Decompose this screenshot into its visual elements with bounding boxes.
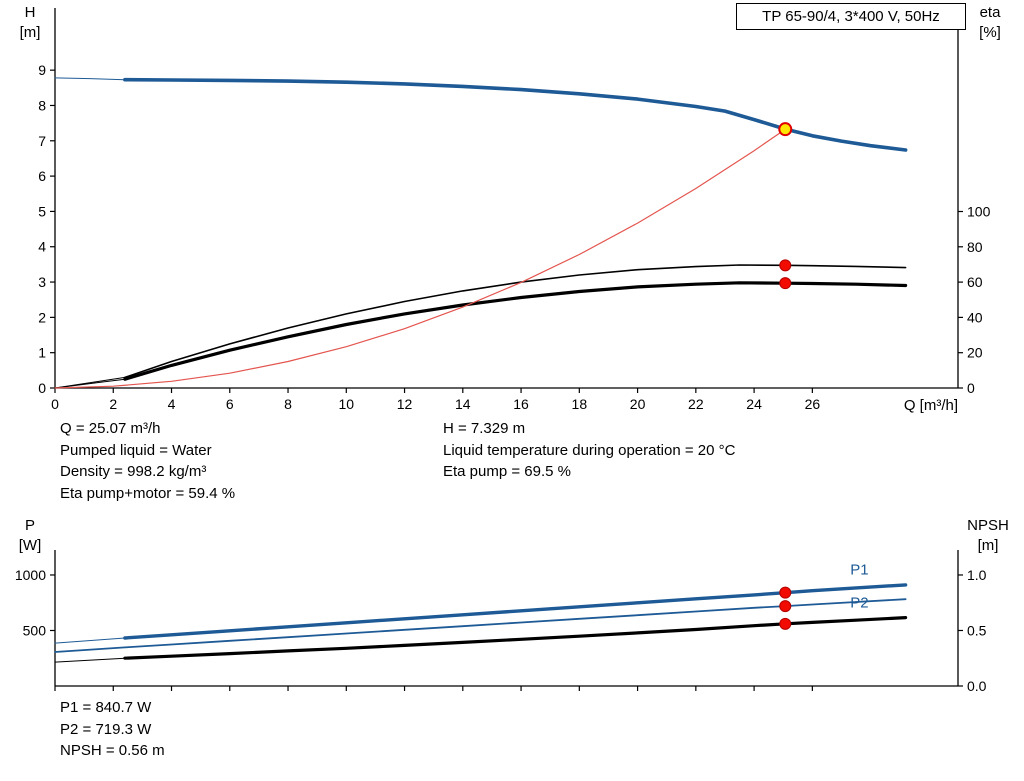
y-right-tick-label: 0 [967,380,975,396]
p2-value: P2 = 719.3 W [60,720,152,738]
eta-pump-value: Eta pump = 69.5 % [443,463,571,480]
x-tick-label: 12 [397,396,413,412]
hq-right-axis-title-unit: [%] [979,24,1001,41]
y-right-tick-label: 80 [967,239,983,255]
npsh-right-axis-title-symbol: NPSH [967,517,1009,534]
hq-left-axis-title-symbol: H [24,4,36,21]
operating-point-info-right: H = 7.329 m Liquid temperature during op… [443,420,735,485]
y-left-tick-label: 2 [38,309,46,325]
system-curve [54,128,786,389]
y-right-tick-label: 100 [967,204,991,220]
y-right-tick-label: 0.5 [967,622,987,638]
pump-title-box: TP 65-90/4, 3*400 V, 50Hz [736,3,966,30]
x-tick-label: 8 [284,396,292,412]
density-value: Density = 998.2 kg/m³ [60,463,207,480]
x-tick-label: 24 [746,396,762,412]
duty-point[interactable] [778,122,793,137]
p2-curve-label: P2 [850,595,868,612]
eta-pump-curve [124,264,907,379]
hq-x-axis-title: Q [m³/h] [903,397,958,414]
hq-right-axis-title-symbol: eta [979,4,1001,21]
x-tick-label: 16 [513,396,529,412]
npsh-point [779,617,792,630]
p1-point [779,586,792,599]
y-left-tick-label: 0 [38,380,46,396]
npsh-right-axis-title-unit: [m] [977,537,999,554]
y-left-tick-label: 1000 [15,567,46,583]
p1-curve-label: P1 [850,561,868,578]
p1-value: P1 = 840.7 W [60,699,152,716]
x-tick-label: 10 [339,396,355,412]
x-tick-label: 26 [805,396,821,412]
y-left-tick-label: 5 [38,203,46,219]
x-tick-label: 22 [688,396,704,412]
y-right-tick-label: 20 [967,345,983,361]
npsh-value: NPSH = 0.56 m [60,742,165,759]
y-left-tick-label: 4 [38,239,46,255]
eta-pump-point [779,259,792,272]
y-left-tick-label: 7 [38,133,46,149]
y-left-tick-label: 9 [38,62,46,78]
result-info: P1 = 840.7 W P2 = 719.3 W NPSH = 0.56 m [60,699,165,764]
y-left-tick-label: 6 [38,168,46,184]
y-right-tick-label: 40 [967,309,983,325]
y-left-tick-label: 1 [38,345,46,361]
y-left-tick-label: 3 [38,274,46,290]
x-tick-label: 18 [572,396,588,412]
head-curve [123,77,908,152]
liquid-temperature-value: Liquid temperature during operation = 20… [443,441,736,459]
npsh-curve [123,616,908,660]
power-left-axis-title-symbol: P [24,517,35,534]
y-right-tick-label: 0.0 [967,678,987,694]
y-right-tick-label: 60 [967,274,983,290]
eta-pump-motor-curve [123,281,908,381]
y-right-tick-label: 1.0 [967,567,987,583]
eta-pump-motor-point [779,277,792,290]
pumped-liquid-value: Pumped liquid = Water [60,441,212,459]
x-tick-label: 4 [168,396,176,412]
npsh-curve-lead [54,657,126,663]
power-left-axis-title-unit: [W] [18,537,42,554]
p1-curve [123,583,908,640]
eta-pump-motor-lead [54,378,126,389]
p2-point [779,600,792,613]
x-tick-label: 0 [51,396,59,412]
head-value: H = 7.329 m [443,420,526,437]
eta-pump-motor-value: Eta pump+motor = 59.4 % [60,484,236,502]
x-tick-label: 20 [630,396,646,412]
x-tick-label: 2 [109,396,117,412]
operating-point-info-left: Q = 25.07 m³/h Pumped liquid = Water Den… [60,420,235,506]
p1-curve-lead [54,637,126,644]
y-left-tick-label: 8 [38,97,46,113]
head-curve-lead [54,77,126,81]
x-tick-label: 6 [226,396,234,412]
p2-curve [54,598,907,653]
y-left-tick-label: 500 [23,622,47,638]
hq-left-axis-title-unit: [m] [19,24,41,41]
x-tick-label: 14 [455,396,471,412]
flow-value: Q = 25.07 m³/h [60,420,161,437]
